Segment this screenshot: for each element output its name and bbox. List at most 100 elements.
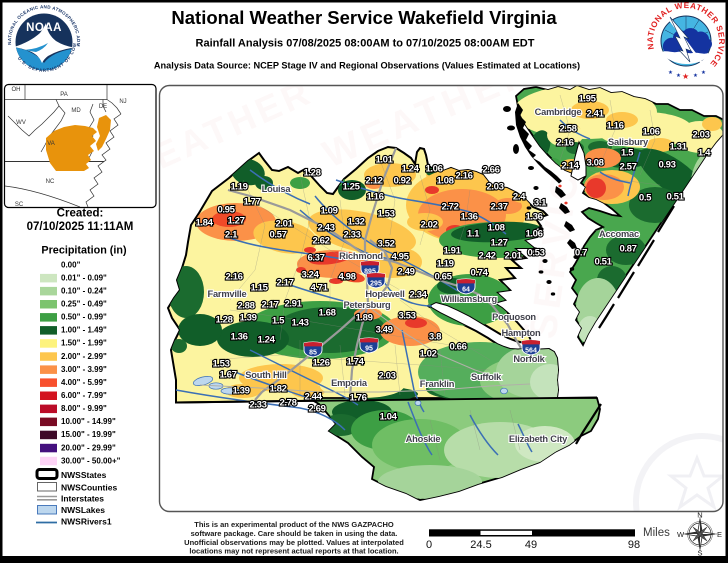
svg-text:2.4: 2.4: [513, 192, 526, 203]
svg-text:Louisa: Louisa: [262, 184, 292, 194]
svg-text:1.5: 1.5: [272, 316, 285, 327]
svg-text:1.36: 1.36: [230, 332, 247, 343]
svg-text:1.06: 1.06: [642, 127, 659, 138]
svg-text:1.06: 1.06: [425, 164, 442, 175]
svg-text:30.00" - 50.00+": 30.00" - 50.00+": [61, 456, 121, 465]
svg-text:2.41: 2.41: [586, 109, 604, 120]
svg-text:Created:: Created:: [57, 208, 104, 220]
svg-text:0.50" - 0.99": 0.50" - 0.99": [61, 313, 107, 322]
svg-text:1.16: 1.16: [366, 192, 383, 203]
svg-text:3.1: 3.1: [534, 198, 547, 209]
svg-text:0: 0: [426, 539, 432, 551]
svg-text:1.04: 1.04: [379, 412, 397, 423]
svg-text:2.72: 2.72: [441, 202, 458, 213]
svg-text:MD: MD: [71, 108, 81, 114]
svg-text:1.95: 1.95: [578, 94, 596, 105]
svg-text:Rainfall Analysis 07/08/2025 0: Rainfall Analysis 07/08/2025 08:00AM to …: [196, 38, 535, 50]
svg-text:6.37: 6.37: [307, 253, 324, 264]
svg-text:Richmond: Richmond: [339, 251, 383, 261]
svg-text:2.12: 2.12: [365, 176, 382, 187]
svg-text:NWSStates: NWSStates: [61, 470, 107, 480]
svg-text:3.24: 3.24: [301, 270, 319, 281]
svg-text:Interstates: Interstates: [61, 494, 104, 504]
svg-text:1.67: 1.67: [219, 370, 236, 381]
svg-text:2.01: 2.01: [275, 219, 293, 230]
svg-text:1.02: 1.02: [419, 349, 436, 360]
svg-text:3.49: 3.49: [375, 325, 392, 336]
svg-text:PA: PA: [60, 92, 68, 98]
svg-text:0.93: 0.93: [658, 160, 675, 171]
svg-text:National Weather Service Wakef: National Weather Service Wakefield Virgi…: [171, 7, 557, 28]
svg-text:locations may not represent ac: locations may not represent actual repor…: [189, 547, 398, 556]
svg-text:Precipitation (in): Precipitation (in): [41, 245, 127, 257]
svg-text:1.15: 1.15: [250, 283, 268, 294]
svg-text:2.78: 2.78: [279, 398, 297, 409]
svg-text:Emporia: Emporia: [331, 378, 368, 388]
svg-text:0.95: 0.95: [217, 205, 235, 216]
svg-text:2.03: 2.03: [486, 182, 503, 193]
svg-text:VA: VA: [47, 141, 55, 147]
svg-text:1.43: 1.43: [291, 318, 308, 329]
svg-text:1.31: 1.31: [669, 142, 687, 153]
svg-text:1.27: 1.27: [490, 238, 507, 249]
svg-text:DE: DE: [99, 104, 107, 110]
svg-text:Hampton: Hampton: [502, 328, 541, 338]
svg-text:0.57: 0.57: [269, 230, 286, 241]
svg-text:E: E: [717, 530, 722, 539]
svg-text:NJ: NJ: [119, 99, 126, 105]
svg-text:2.00" - 2.99": 2.00" - 2.99": [61, 352, 107, 361]
svg-text:2.03: 2.03: [378, 371, 395, 382]
svg-text:1.39: 1.39: [232, 386, 249, 397]
svg-text:This is an experimental produc: This is an experimental product of the N…: [194, 520, 394, 529]
svg-text:0.10" - 0.24": 0.10" - 0.24": [61, 286, 107, 295]
svg-text:4.95: 4.95: [391, 252, 409, 263]
svg-text:2.57: 2.57: [619, 162, 636, 173]
svg-text:2.01: 2.01: [504, 251, 522, 262]
svg-text:1.24: 1.24: [401, 164, 419, 175]
svg-text:2.14: 2.14: [561, 161, 579, 172]
svg-text:2.91: 2.91: [284, 299, 302, 310]
svg-text:2.88: 2.88: [237, 301, 255, 312]
svg-text:1.39: 1.39: [239, 313, 256, 324]
svg-text:64: 64: [462, 286, 470, 293]
svg-text:1.68: 1.68: [318, 308, 336, 319]
svg-text:Accomac: Accomac: [599, 229, 639, 239]
svg-text:2.16: 2.16: [225, 272, 242, 283]
svg-text:8.00" - 9.99": 8.00" - 9.99": [61, 404, 107, 413]
svg-text:2.16: 2.16: [556, 138, 573, 149]
svg-text:★: ★: [693, 72, 698, 79]
svg-text:1.1: 1.1: [467, 229, 480, 240]
svg-text:Unofficial observations may be: Unofficial observations may be plotted. …: [184, 538, 404, 547]
svg-text:S: S: [697, 549, 702, 558]
svg-text:15.00" - 19.99": 15.00" - 19.99": [61, 430, 116, 439]
svg-text:Ahoskie: Ahoskie: [406, 434, 441, 444]
svg-text:1.28: 1.28: [303, 168, 321, 179]
svg-text:85: 85: [309, 349, 317, 356]
svg-text:2.16: 2.16: [455, 171, 472, 182]
svg-text:1.06: 1.06: [525, 229, 542, 240]
svg-text:6.00" - 7.99": 6.00" - 7.99": [61, 391, 107, 400]
svg-text:3.8: 3.8: [429, 332, 442, 343]
svg-text:1.36: 1.36: [460, 212, 477, 223]
svg-text:N: N: [697, 511, 702, 520]
svg-text:Farmville: Farmville: [207, 289, 246, 299]
svg-text:WV: WV: [16, 120, 26, 126]
svg-text:0.53: 0.53: [527, 248, 544, 259]
svg-text:1.00" - 1.49": 1.00" - 1.49": [61, 326, 107, 335]
svg-text:1.01: 1.01: [375, 155, 393, 166]
svg-text:2.44: 2.44: [304, 392, 322, 403]
svg-text:49: 49: [525, 539, 537, 551]
svg-text:1.08: 1.08: [487, 223, 505, 234]
svg-text:1.82: 1.82: [269, 384, 286, 395]
svg-text:895: 895: [364, 268, 376, 275]
svg-text:2.33: 2.33: [343, 230, 360, 241]
svg-text:1.25: 1.25: [342, 182, 360, 193]
svg-text:2.43: 2.43: [317, 223, 334, 234]
svg-text:★: ★: [676, 72, 681, 79]
svg-text:1.53: 1.53: [377, 209, 394, 220]
svg-text:NWSCounties: NWSCounties: [61, 482, 117, 492]
svg-text:0.92: 0.92: [393, 176, 410, 187]
svg-text:2.1: 2.1: [225, 230, 238, 241]
svg-text:1.89: 1.89: [355, 313, 372, 324]
svg-text:NOAA: NOAA: [26, 22, 62, 34]
